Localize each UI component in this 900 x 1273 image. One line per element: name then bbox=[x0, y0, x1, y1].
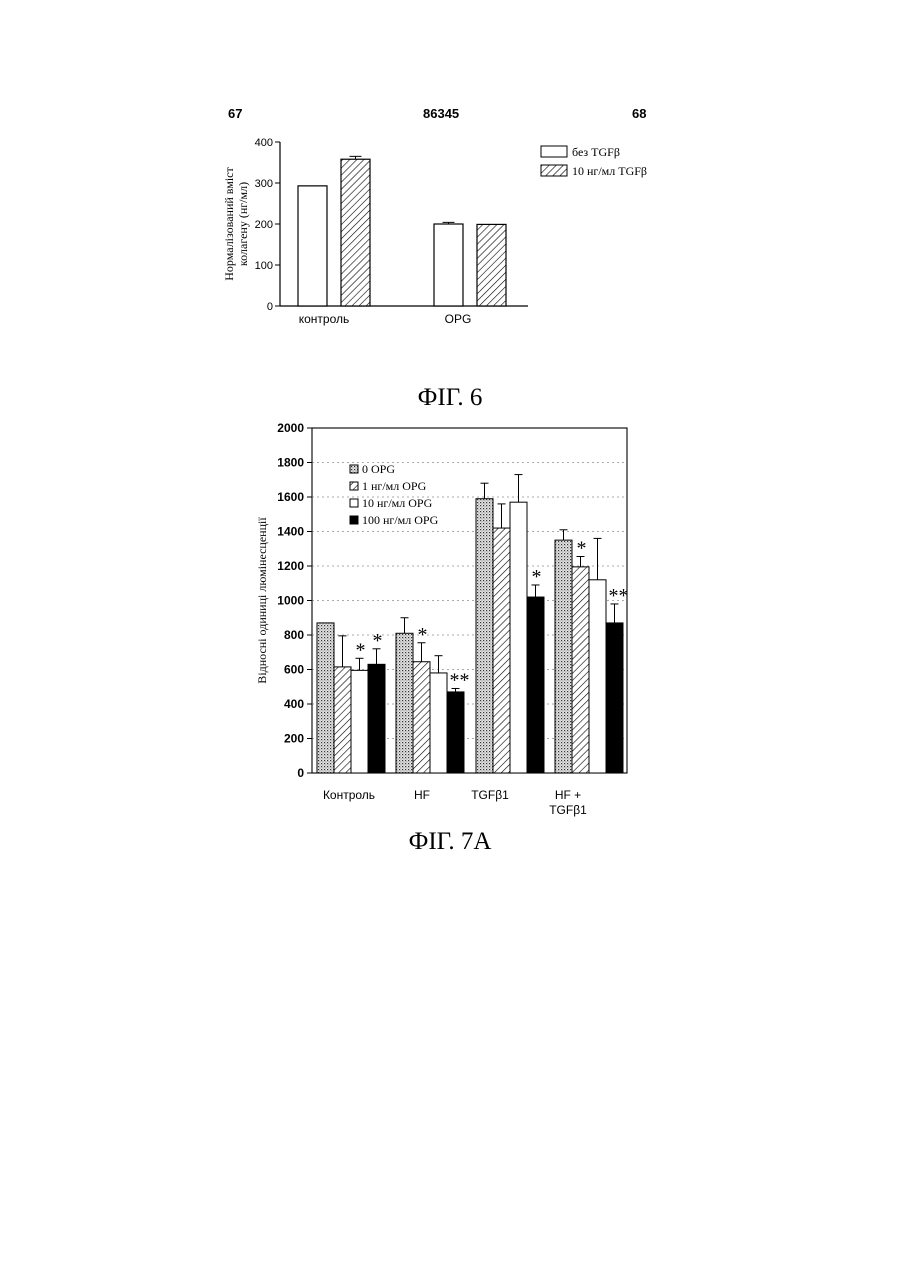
y-tick-label: 1000 bbox=[277, 594, 304, 608]
figure-7a-caption: ФІГ. 7А bbox=[0, 828, 900, 856]
legend-swatch bbox=[350, 499, 358, 507]
bar bbox=[477, 224, 506, 306]
legend-swatch bbox=[350, 516, 358, 524]
legend-label: 100 нг/мл OPG bbox=[362, 513, 439, 527]
significance-marker: ** bbox=[609, 585, 629, 607]
bar bbox=[493, 528, 510, 773]
figure-6-chart: 0 100 200 300 400 Нормалізований вмістколаген… bbox=[0, 120, 900, 360]
figure-7a-chart: 0 200 400 600 800 1000 1200 1400 1600 1800 2000 Від… bbox=[0, 418, 900, 838]
significance-marker: * bbox=[418, 624, 428, 646]
y-tick-label: 200 bbox=[255, 219, 273, 231]
page-number-left: 67 bbox=[228, 106, 242, 121]
y-tick-label: 600 bbox=[284, 663, 304, 677]
bar bbox=[317, 623, 334, 773]
legend-label: 1 нг/мл OPG bbox=[362, 479, 427, 493]
bar bbox=[527, 597, 544, 773]
bar bbox=[555, 540, 572, 773]
legend-label: 10 нг/мл OPG bbox=[362, 496, 433, 510]
legend-label: без TGFβ bbox=[572, 145, 620, 159]
y-tick-label: 0 bbox=[297, 766, 304, 780]
patent-number: 86345 bbox=[423, 106, 459, 121]
legend-swatch bbox=[541, 146, 567, 157]
significance-marker: * bbox=[373, 630, 383, 652]
legend-label: 0 OPG bbox=[362, 462, 395, 476]
y-tick-label: 400 bbox=[255, 137, 273, 149]
y-axis-label: Відносні одиниці люмінесценції bbox=[255, 517, 269, 684]
figure-6-caption: ФІГ. 6 bbox=[0, 384, 900, 412]
bar bbox=[606, 623, 623, 773]
x-category-label: HF +TGFβ1 bbox=[549, 788, 587, 817]
legend-label: 10 нг/мл TGFβ bbox=[572, 164, 647, 178]
bar bbox=[334, 667, 351, 773]
significance-marker: ** bbox=[450, 669, 470, 691]
bar bbox=[396, 633, 413, 773]
bar bbox=[447, 692, 464, 773]
y-tick-label: 0 bbox=[267, 301, 273, 313]
y-tick-label: 100 bbox=[255, 260, 273, 272]
x-category-label: OPG bbox=[445, 312, 472, 326]
y-tick-label: 300 bbox=[255, 178, 273, 190]
x-category-label: контроль bbox=[299, 312, 350, 326]
page-number-right: 68 bbox=[632, 106, 646, 121]
bar bbox=[572, 567, 589, 773]
bar bbox=[298, 186, 327, 306]
y-axis-label: Нормалізований вмістколагену (нг/мл) bbox=[222, 167, 250, 281]
y-tick-label: 400 bbox=[284, 697, 304, 711]
y-tick-label: 2000 bbox=[277, 421, 304, 435]
legend-swatch bbox=[350, 465, 358, 473]
x-category-label: Контроль bbox=[323, 788, 375, 802]
bar bbox=[589, 580, 606, 773]
y-tick-label: 800 bbox=[284, 628, 304, 642]
legend-swatch bbox=[350, 482, 358, 490]
bar bbox=[510, 502, 527, 773]
bar bbox=[413, 662, 430, 773]
y-tick-label: 1800 bbox=[277, 456, 304, 470]
y-tick-label: 1600 bbox=[277, 490, 304, 504]
bar bbox=[434, 224, 463, 306]
y-tick-label: 1200 bbox=[277, 559, 304, 573]
bar bbox=[351, 670, 368, 773]
y-tick-label: 200 bbox=[284, 732, 304, 746]
y-tick-label: 1400 bbox=[277, 525, 304, 539]
significance-marker: * bbox=[577, 538, 587, 560]
legend-swatch bbox=[541, 165, 567, 176]
bar bbox=[476, 499, 493, 773]
bar bbox=[430, 673, 447, 773]
significance-marker: * bbox=[532, 566, 542, 588]
significance-marker: * bbox=[356, 639, 366, 661]
x-category-label: HF bbox=[414, 788, 430, 802]
bar bbox=[341, 159, 370, 306]
bar bbox=[368, 664, 385, 773]
x-category-label: TGFβ1 bbox=[471, 788, 509, 802]
